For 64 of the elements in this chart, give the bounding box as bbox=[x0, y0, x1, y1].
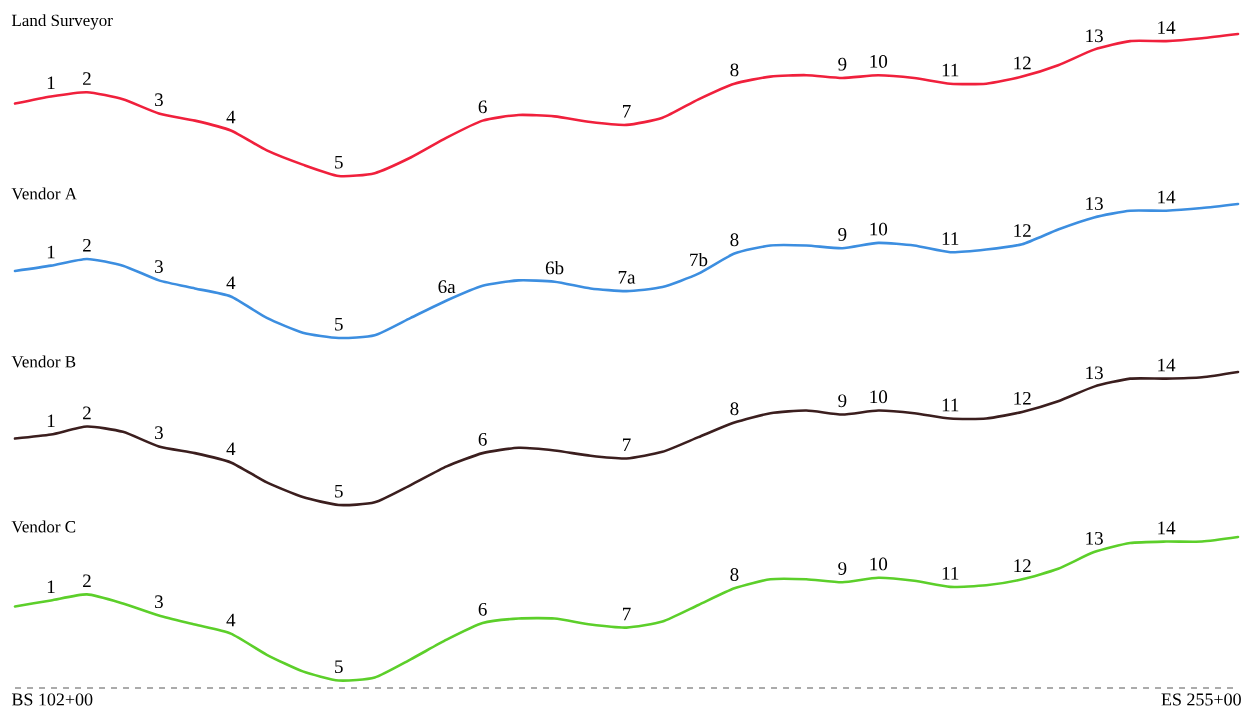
x-tick-label: 2 bbox=[83, 238, 91, 252]
x-tick-label: 1 bbox=[47, 414, 55, 428]
x-tick-label: 7b bbox=[690, 252, 708, 267]
x-tick-label: 12 bbox=[1014, 56, 1031, 70]
x-tick-label: 3 bbox=[155, 595, 163, 609]
x-tick-label: 1 bbox=[47, 245, 55, 259]
x-tick-label: 7a bbox=[618, 271, 636, 284]
x-tick-label: 9 bbox=[838, 228, 847, 241]
x-tick-label: 5 bbox=[335, 155, 343, 169]
x-tick-label: 6b bbox=[545, 260, 564, 275]
x-tick-label: 6 bbox=[478, 602, 487, 616]
text: ES 255+00 bbox=[1161, 693, 1241, 706]
x-tick-label: 2 bbox=[83, 574, 91, 587]
x-tick-label: 10 bbox=[870, 54, 888, 68]
x-tick-label: 8 bbox=[730, 233, 739, 247]
x-tick-label: 10 bbox=[870, 222, 888, 236]
x-tick-label: 5 bbox=[335, 484, 343, 498]
x-tick-label: 7 bbox=[623, 105, 631, 118]
x-tick-label: 2 bbox=[83, 72, 91, 85]
x-tick-label: 13 bbox=[1086, 531, 1103, 545]
x-tick-label: 4 bbox=[226, 276, 236, 290]
x-tick-label: 8 bbox=[730, 568, 739, 581]
x-tick-label: 8 bbox=[730, 63, 739, 77]
chart-title: Land Surveyor bbox=[11, 14, 113, 30]
x-tick-label: 13 bbox=[1086, 29, 1103, 43]
chart-title: Vendor B bbox=[11, 355, 76, 368]
x-tick-label: 7 bbox=[623, 607, 631, 621]
x-tick-label: 11 bbox=[942, 566, 959, 580]
x-tick-label: 5 bbox=[335, 317, 343, 331]
x-tick-label: 6 bbox=[478, 432, 487, 446]
x-tick-label: 13 bbox=[1086, 366, 1103, 380]
x-tick-label: 10 bbox=[870, 557, 888, 571]
x-tick-label: 2 bbox=[83, 406, 91, 420]
x-tick-label: 10 bbox=[870, 390, 888, 404]
text: BS 102+00 bbox=[11, 693, 93, 706]
x-tick-label: 14 bbox=[1158, 358, 1176, 372]
x-tick-label: 5 bbox=[335, 660, 343, 674]
x-tick-label: 4 bbox=[226, 613, 236, 627]
x-tick-label: 7 bbox=[623, 438, 631, 452]
chart-title: Vendor C bbox=[11, 520, 76, 533]
x-tick-label: 11 bbox=[942, 398, 959, 412]
x-tick-label: 12 bbox=[1014, 224, 1031, 237]
x-tick-label: 1 bbox=[47, 76, 55, 90]
x-tick-label: 3 bbox=[155, 426, 163, 440]
x-tick-label: 4 bbox=[226, 110, 236, 124]
x-tick-label: 1 bbox=[47, 580, 55, 594]
x-tick-label: 9 bbox=[838, 562, 847, 575]
x-tick-label: 8 bbox=[730, 402, 739, 416]
x-tick-label: 14 bbox=[1158, 190, 1176, 204]
x-tick-label: 11 bbox=[942, 232, 959, 245]
x-tick-label: 9 bbox=[838, 394, 847, 408]
x-tick-label: 6 bbox=[478, 100, 487, 114]
x-tick-label: 6a bbox=[438, 280, 456, 294]
x-tick-label: 13 bbox=[1086, 197, 1103, 210]
x-tick-label: 12 bbox=[1014, 559, 1031, 572]
x-tick-label: 12 bbox=[1014, 391, 1031, 405]
x-tick-label: 4 bbox=[226, 442, 236, 456]
x-tick-label: 9 bbox=[838, 57, 847, 71]
x-tick-label: 11 bbox=[942, 63, 959, 77]
x-tick-label: 14 bbox=[1158, 521, 1176, 535]
chart-title: Vendor A bbox=[11, 187, 77, 200]
x-tick-label: 3 bbox=[155, 93, 163, 107]
x-tick-label: 3 bbox=[155, 260, 163, 273]
x-tick-label: 14 bbox=[1158, 21, 1176, 34]
